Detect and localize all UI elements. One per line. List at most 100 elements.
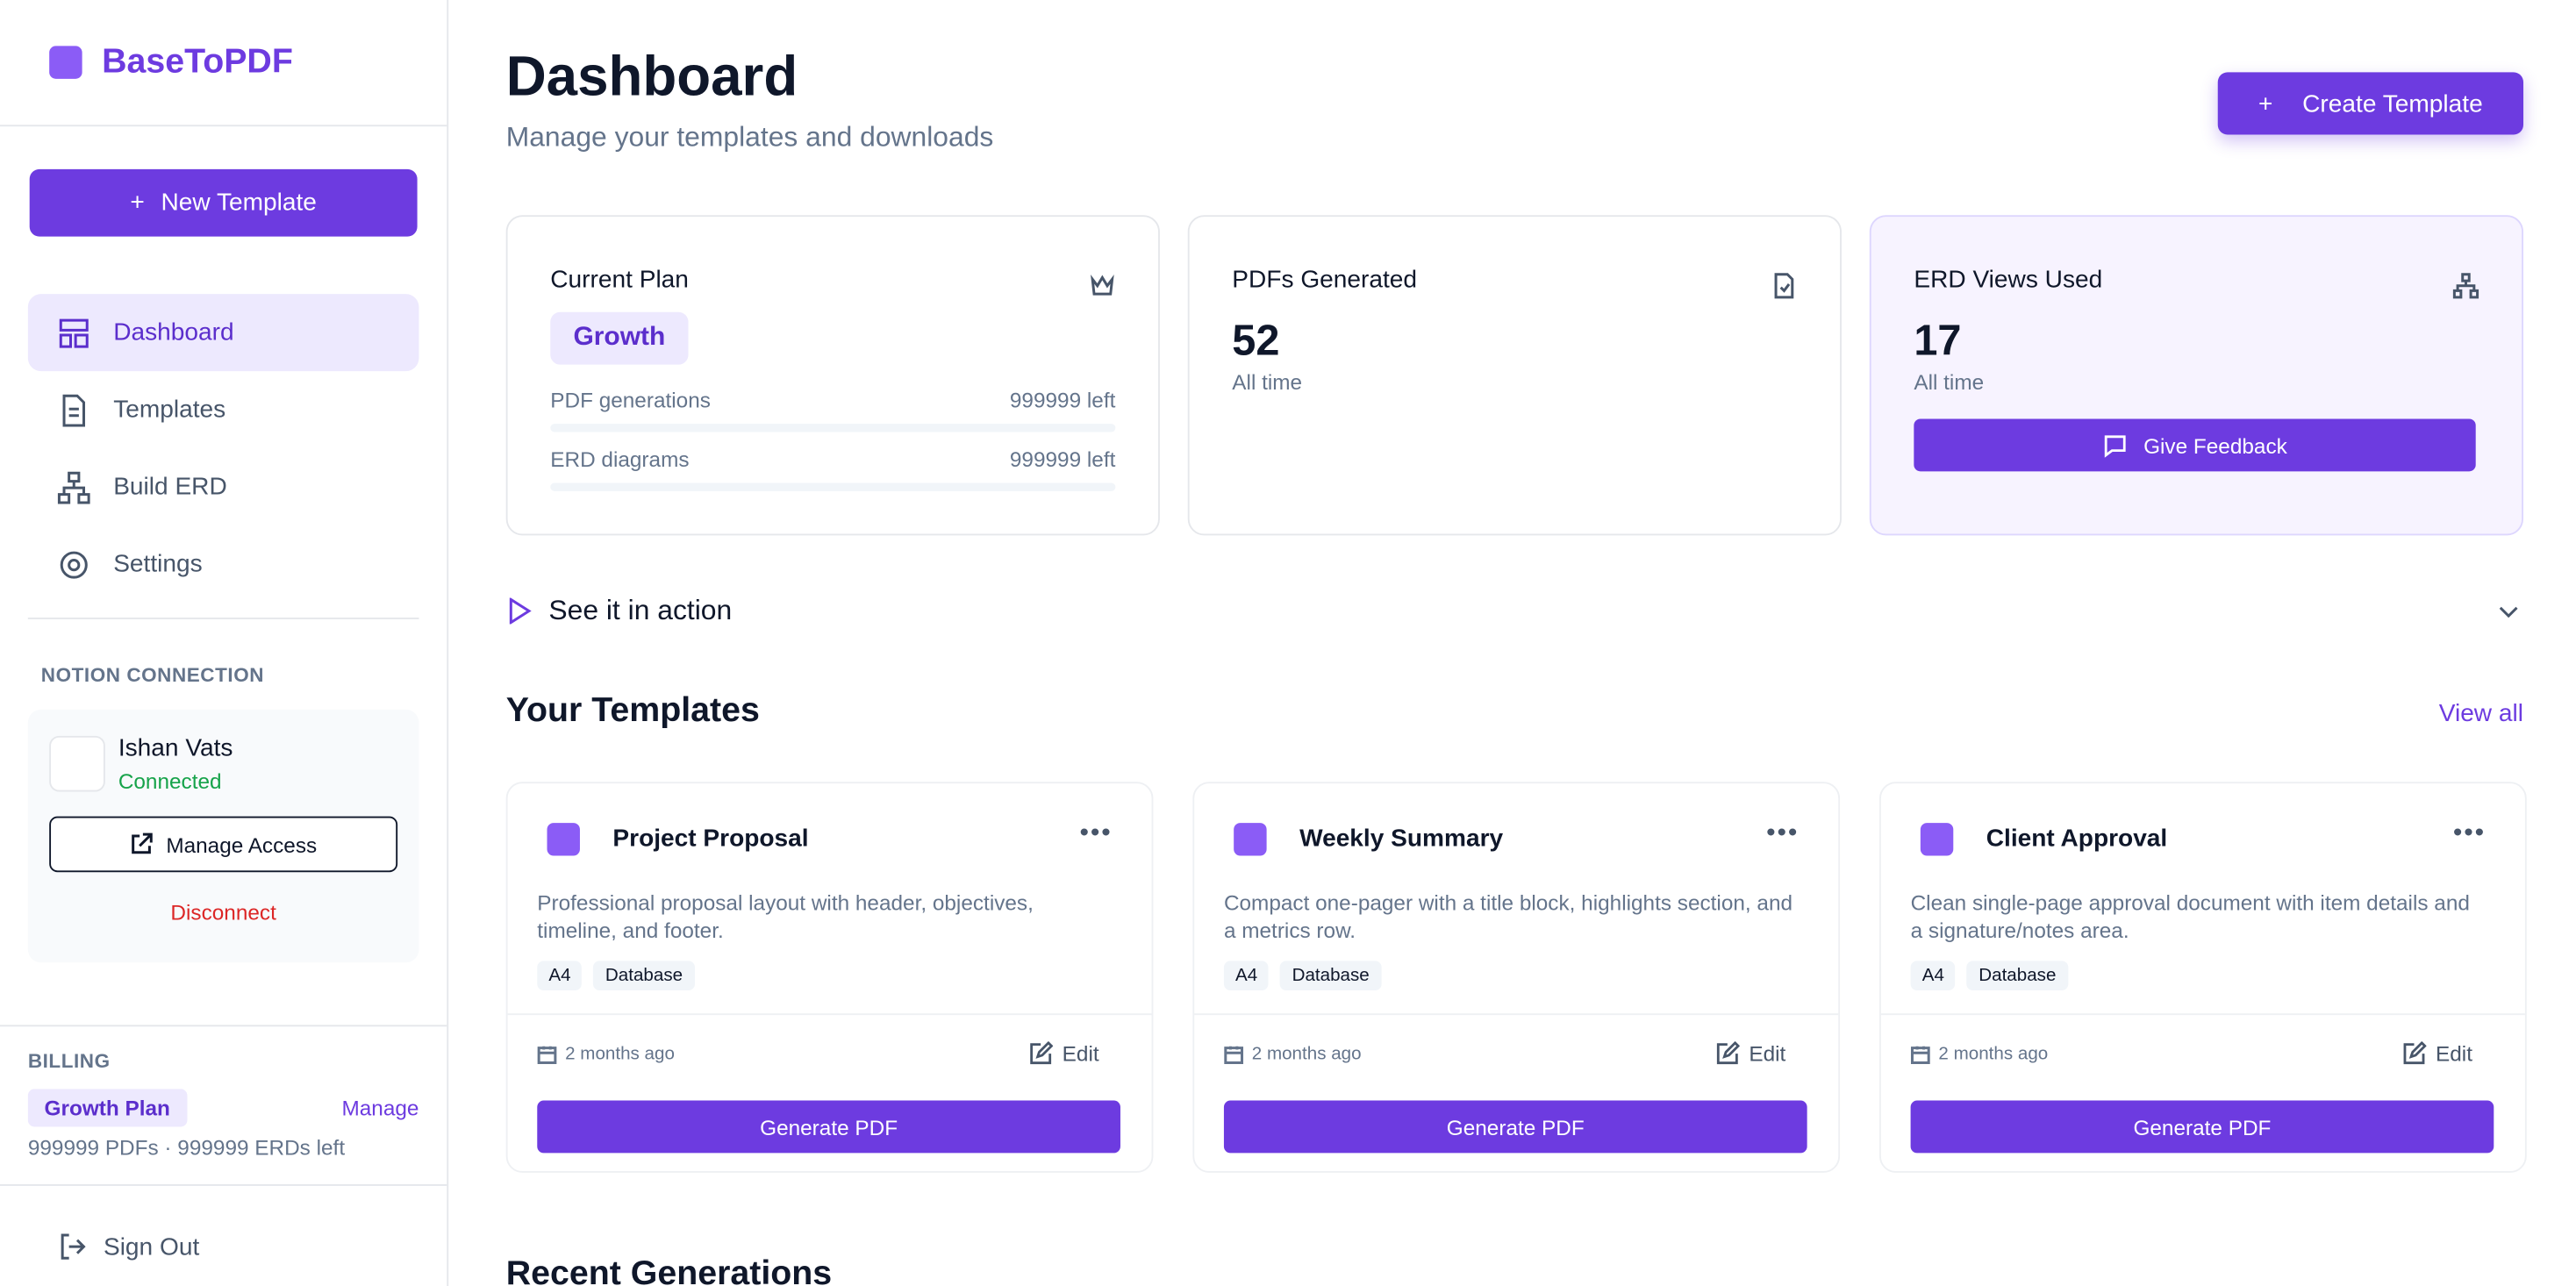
sign-out[interactable]: Sign Out (58, 1232, 200, 1261)
main: Dashboard Manage your templates and down… (505, 0, 2527, 1286)
label: Dashboard (113, 318, 234, 347)
erd-card: ERD Views Used 17 All time Give Feedback (1869, 215, 2524, 536)
disconnect-link[interactable]: Disconnect (170, 900, 276, 925)
tag: A4 (1910, 961, 1957, 991)
nav: Dashboard Templates Build ERD Settings (27, 294, 419, 603)
avatar (49, 735, 105, 792)
plan-badge: Growth (550, 311, 689, 365)
card-label: PDFs Generated (1232, 266, 1418, 295)
sidebar: BaseToPDF + New Template Dashboard Templat… (0, 0, 449, 1286)
date: 2 months ago (1224, 1045, 1362, 1064)
divider (1880, 1013, 2525, 1016)
template-description: Professional proposal layout with header… (537, 889, 1034, 943)
edit-button[interactable]: Edit (1027, 1041, 1099, 1067)
more-button[interactable]: ••• (1766, 819, 1800, 848)
template-description: Clean single-page approval document with… (1910, 889, 2470, 943)
manage-link[interactable]: Manage (341, 1095, 419, 1120)
label: Settings (113, 550, 203, 579)
progress (550, 424, 1116, 432)
stat-value: 52 (1232, 315, 1280, 365)
label: Give Feedback (2143, 432, 2287, 458)
tag: A4 (1223, 961, 1270, 991)
template-card: Weekly Summary ••• Compact one-pager wit… (1192, 782, 1841, 1173)
nav-item[interactable]: Templates (28, 371, 419, 448)
divider (27, 618, 419, 619)
template-name[interactable]: Client Approval (1986, 824, 2168, 853)
stat-note: All time (1914, 369, 1985, 395)
label: 2 months ago (1251, 1044, 1362, 1065)
label: Edit (1749, 1041, 1786, 1067)
template-icon (1920, 823, 1954, 856)
stat-value: 17 (1914, 315, 1962, 365)
template-icon (1234, 823, 1267, 856)
generate-pdf-button[interactable]: Generate PDF (1910, 1100, 2494, 1154)
plan-card: Current Plan Growth PDF generations 99999… (505, 215, 1160, 536)
edit-button[interactable]: Edit (2401, 1041, 2472, 1066)
label: Build ERD (113, 473, 227, 502)
template-description: Compact one-pager with a title block, hi… (1223, 889, 1793, 943)
stat-note: All time (1232, 369, 1303, 395)
tags: A4 Database (1910, 961, 2068, 991)
label: Sign Out (103, 1232, 200, 1261)
nav-item[interactable]: Build ERD (28, 448, 419, 525)
divider (1194, 1013, 1839, 1016)
tag: Database (1967, 961, 2068, 991)
template-name[interactable]: Project Proposal (612, 824, 809, 853)
template-icon (547, 823, 580, 856)
section-heading: BILLING (27, 1049, 111, 1073)
tag: Database (593, 961, 695, 991)
more-button[interactable]: ••• (1079, 819, 1113, 848)
row-label: PDF generations (550, 387, 711, 412)
date: 2 months ago (1910, 1044, 2049, 1065)
logo (49, 46, 82, 79)
tags: A4 Database (1223, 961, 1381, 991)
brand-name: BaseToPDF (102, 42, 293, 81)
divider (0, 1184, 447, 1186)
view-all-link[interactable]: View all (2438, 699, 2524, 728)
section-title: Your Templates (505, 691, 760, 730)
label: See it in action (548, 594, 733, 626)
label: Edit (2436, 1041, 2472, 1067)
plan-badge: Growth Plan (27, 1089, 187, 1127)
card-label: Current Plan (550, 266, 689, 295)
template-card: Client Approval ••• Clean single-page ap… (1879, 782, 2527, 1173)
generate-pdf-button[interactable]: Generate PDF (1223, 1100, 1807, 1154)
template-name[interactable]: Weekly Summary (1299, 824, 1504, 853)
generate-pdf-button[interactable]: Generate PDF (537, 1100, 1120, 1154)
notion-card: Ishan Vats Connected Manage Access Disco… (27, 709, 419, 963)
nav-item[interactable]: Dashboard (27, 294, 419, 372)
label: 2 months ago (565, 1044, 675, 1065)
pdfs-card: PDFs Generated 52 All time (1187, 215, 1842, 536)
card-label: ERD Views Used (1914, 266, 2103, 295)
progress (550, 482, 1116, 491)
divider (507, 1013, 1152, 1016)
label: 2 months ago (1938, 1044, 2049, 1065)
page-title: Dashboard (505, 46, 798, 109)
row-label: ERD diagrams (550, 447, 690, 472)
give-feedback-button[interactable]: Give Feedback (1914, 418, 2476, 472)
edit-button[interactable]: Edit (1714, 1041, 1785, 1066)
status: Connected (118, 768, 222, 794)
template-card: Project Proposal ••• Professional propos… (505, 782, 1154, 1173)
tags: A4 Database (537, 961, 695, 991)
new-template-button[interactable]: + New Template (29, 168, 418, 237)
row-value: 999999 left (1009, 447, 1116, 472)
section-title: Recent Generations (505, 1254, 833, 1286)
nav-item[interactable]: Settings (28, 525, 419, 603)
section-heading: NOTION CONNECTION (40, 663, 265, 687)
create-template-button[interactable]: + Create Template (2217, 72, 2524, 135)
manage-access-button[interactable]: Manage Access (49, 816, 398, 873)
label: Templates (113, 396, 226, 425)
page-subtitle: Manage your templates and downloads (505, 121, 994, 154)
more-button[interactable]: ••• (2452, 819, 2486, 848)
date: 2 months ago (537, 1045, 675, 1064)
usage-row: ERD diagrams 999999 left (550, 447, 1116, 491)
row-value: 999999 left (1009, 387, 1116, 412)
divider (0, 1025, 447, 1027)
label: Edit (1062, 1041, 1099, 1067)
brand[interactable]: BaseToPDF (0, 0, 447, 127)
label: Create Template (2302, 89, 2483, 118)
demo-toggle[interactable]: See it in action (506, 595, 2523, 627)
